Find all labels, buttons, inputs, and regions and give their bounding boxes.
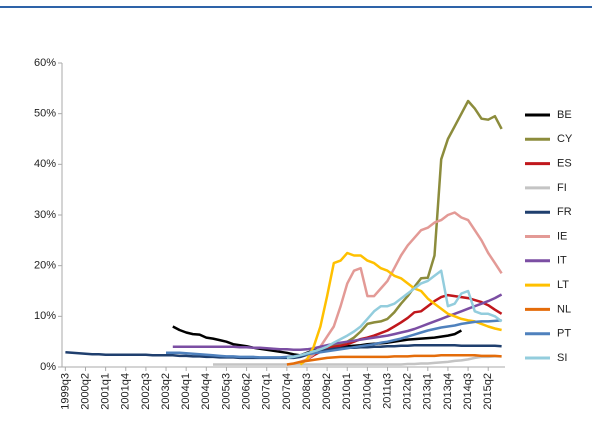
y-tick-label: 20%: [34, 260, 56, 272]
y-tick-label: 10%: [34, 310, 56, 322]
y-tick-label: 50%: [34, 108, 56, 120]
legend-label: LT: [557, 279, 569, 291]
x-tick-label: 2015q2: [482, 373, 494, 410]
legend-label: IE: [557, 230, 567, 242]
x-tick-label: 2001q4: [120, 373, 132, 410]
series-line: [166, 319, 502, 359]
legend-label: CY: [557, 133, 573, 145]
x-tick-label: 2012q2: [402, 373, 414, 410]
x-tick-label: 2000q2: [79, 373, 91, 410]
x-tick-label: 2004q4: [200, 373, 212, 410]
legend-label: FR: [557, 206, 572, 218]
series-line: [213, 355, 502, 366]
legend-label: SI: [557, 352, 567, 364]
series-line: [299, 251, 502, 366]
x-tick-label: 2008q3: [301, 373, 313, 410]
series-line: [286, 269, 503, 360]
x-tick-label: 2011q3: [381, 373, 393, 409]
y-tick-label: 60%: [34, 57, 56, 69]
x-tick-label: 2002q3: [140, 373, 152, 410]
x-tick-label: 2005q3: [220, 373, 232, 410]
legend-label: FI: [557, 182, 567, 194]
y-tick-label: 40%: [34, 158, 56, 170]
x-tick-label: 2010q4: [361, 373, 373, 410]
x-tick-label: 1999q3: [59, 373, 71, 410]
legend-label: PT: [557, 328, 571, 340]
series-line: [172, 293, 503, 352]
x-tick-label: 2006q2: [240, 373, 252, 410]
legend-label: IT: [557, 255, 567, 267]
legend-label: BE: [557, 109, 572, 121]
x-tick-label: 2010q1: [341, 373, 353, 410]
x-tick-label: 2001q1: [100, 373, 112, 410]
x-tick-label: 2003q2: [160, 373, 172, 410]
x-tick-label: 2007q1: [261, 373, 273, 410]
series-line: [286, 354, 502, 366]
y-tick-label: 0%: [40, 361, 56, 373]
x-tick-label: 2009q2: [321, 373, 333, 410]
x-tick-label: 2007q4: [281, 373, 293, 410]
series-line: [299, 211, 503, 364]
x-tick-label: 2014q3: [462, 373, 474, 410]
x-tick-label: 2013q4: [442, 373, 454, 410]
series-line: [299, 293, 503, 365]
y-tick-label: 30%: [34, 209, 56, 221]
legend-label: NL: [557, 303, 571, 315]
legend-label: ES: [557, 158, 572, 170]
x-tick-label: 2004q1: [180, 373, 192, 410]
x-tick-label: 2013q1: [422, 373, 434, 410]
